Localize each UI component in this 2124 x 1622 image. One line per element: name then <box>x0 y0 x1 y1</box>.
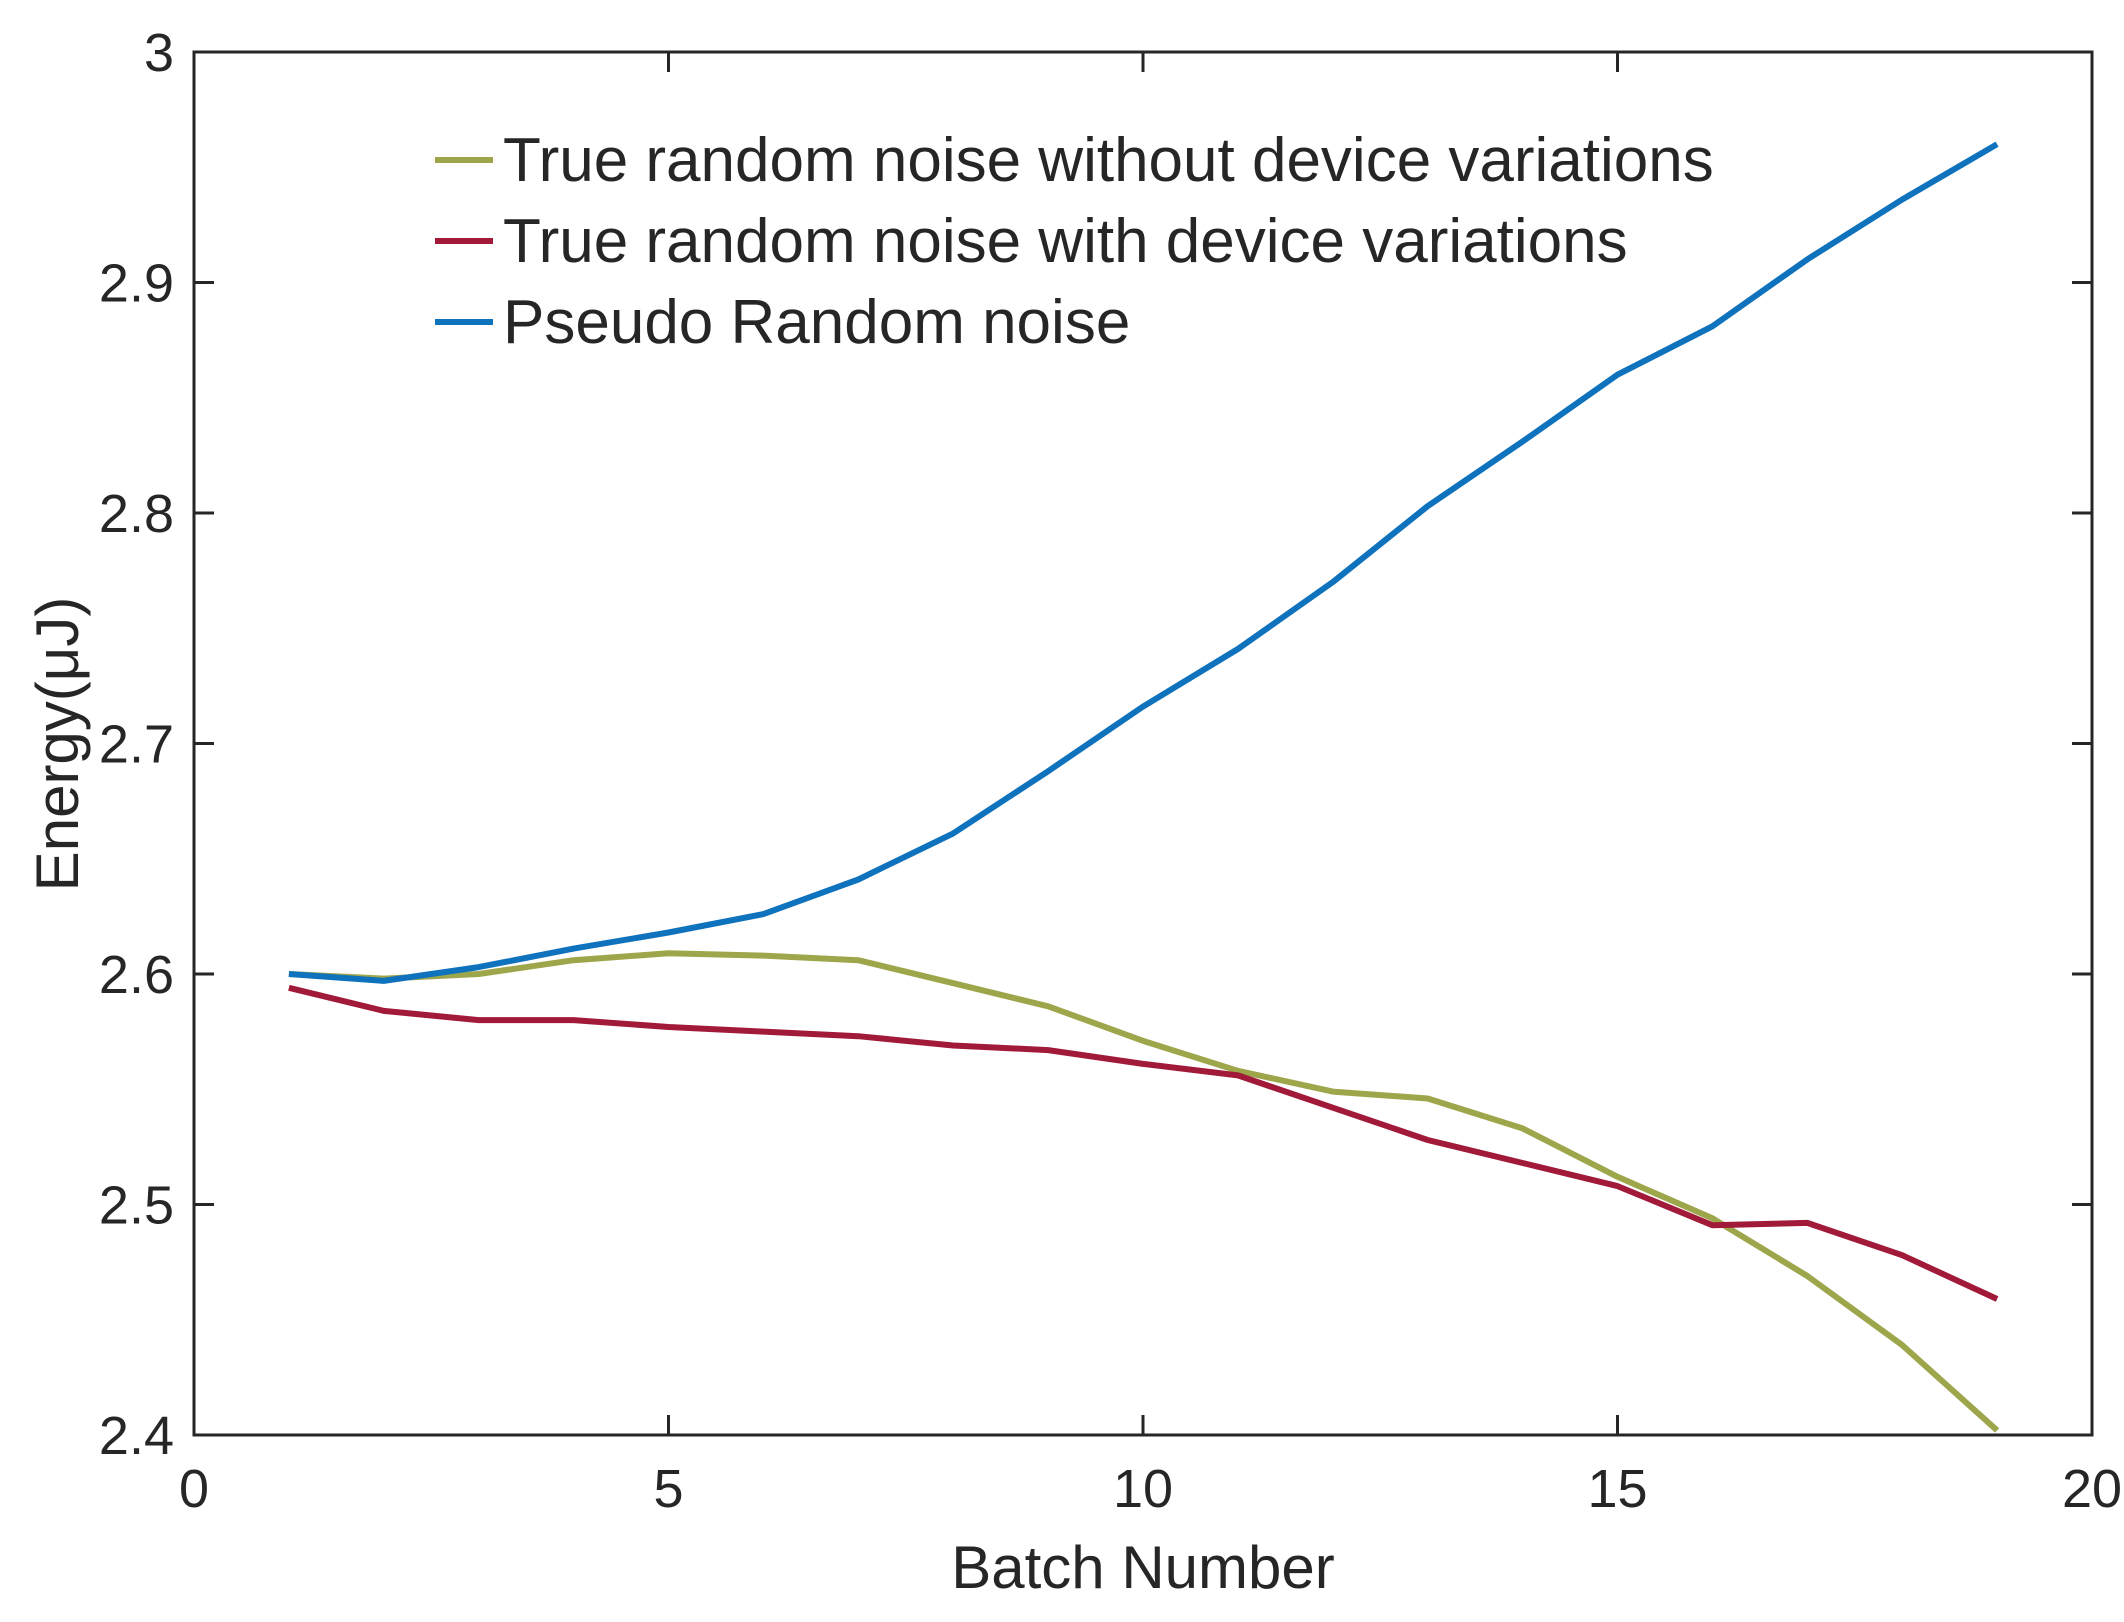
y-tick-label: 2.6 <box>99 945 174 1005</box>
series-layer <box>288 141 2000 1433</box>
y-tick-label: 2.5 <box>99 1176 174 1236</box>
y-tick-label: 2.7 <box>99 715 174 775</box>
y-tick-label: 3 <box>144 23 174 83</box>
series-line-2 <box>288 984 1999 1302</box>
legend-label-2: True random noise with device variations <box>503 207 1628 276</box>
y-tick-label: 2.8 <box>99 484 174 544</box>
series-line-3 <box>288 141 1999 984</box>
legend-label-1: True random noise without device variati… <box>503 126 1714 195</box>
x-tick-label: 20 <box>2062 1459 2122 1519</box>
y-tick-label: 2.9 <box>99 254 174 314</box>
y-tick-label: 2.4 <box>99 1406 174 1466</box>
legend: True random noise without device variati… <box>435 126 1714 357</box>
legend-label-3: Pseudo Random noise <box>503 288 1130 357</box>
y-axis-label: Energy(μJ) <box>24 597 91 892</box>
x-axis-label: Batch Number <box>951 1534 1335 1601</box>
series-line-1 <box>288 950 2000 1433</box>
tick-layer: 0 5 10 15 20 2.4 2.5 2.6 2.7 2.8 2.9 3 <box>99 23 2122 1519</box>
x-tick-label: 5 <box>653 1459 683 1519</box>
x-tick-label: 15 <box>1587 1459 1647 1519</box>
x-tick-label: 0 <box>179 1459 209 1519</box>
x-tick-label: 10 <box>1113 1459 1173 1519</box>
